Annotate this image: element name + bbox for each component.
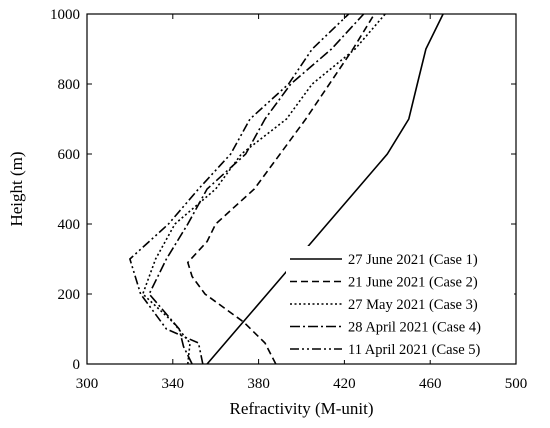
y-tick-label: 600 [58, 147, 81, 163]
x-tick-label: 460 [419, 376, 442, 392]
y-tick-label: 400 [58, 217, 81, 233]
plot-lines [128, 13, 444, 365]
legend-entry-5: 11 April 2021 (Case 5) [348, 342, 481, 358]
legend: 27 June 2021 (Case 1) 21 June 2021 (Case … [286, 246, 514, 360]
x-tick-label: 380 [247, 376, 270, 392]
legend-box [286, 246, 514, 360]
legend-entry-4: 28 April 2021 (Case 4) [348, 320, 481, 336]
x-axis-label: Refractivity (M-unit) [230, 399, 374, 418]
legend-entry-3: 27 May 2021 (Case 3) [348, 297, 478, 313]
series-line-4 [148, 13, 365, 365]
legend-entry-1: 27 June 2021 (Case 1) [348, 252, 478, 268]
y-tick-label: 1000 [50, 7, 80, 23]
y-tick-label: 0 [73, 357, 81, 373]
x-tick-label: 300 [76, 376, 99, 392]
series-line-2 [186, 13, 376, 365]
x-tick-label: 500 [505, 376, 528, 392]
series-line-1 [206, 13, 444, 365]
y-axis-label: Height (m) [7, 151, 26, 226]
series-line-5 [128, 13, 350, 365]
y-tick-label: 800 [58, 77, 81, 93]
legend-entry-2: 21 June 2021 (Case 2) [348, 275, 478, 291]
x-tick-label: 340 [162, 376, 185, 392]
x-tick-label: 420 [333, 376, 356, 392]
y-tick-label: 200 [58, 287, 81, 303]
tick-labels: 300 340 380 420 460 500 0 200 400 600 800 1000 [50, 7, 527, 392]
plot-frame [86, 13, 517, 365]
